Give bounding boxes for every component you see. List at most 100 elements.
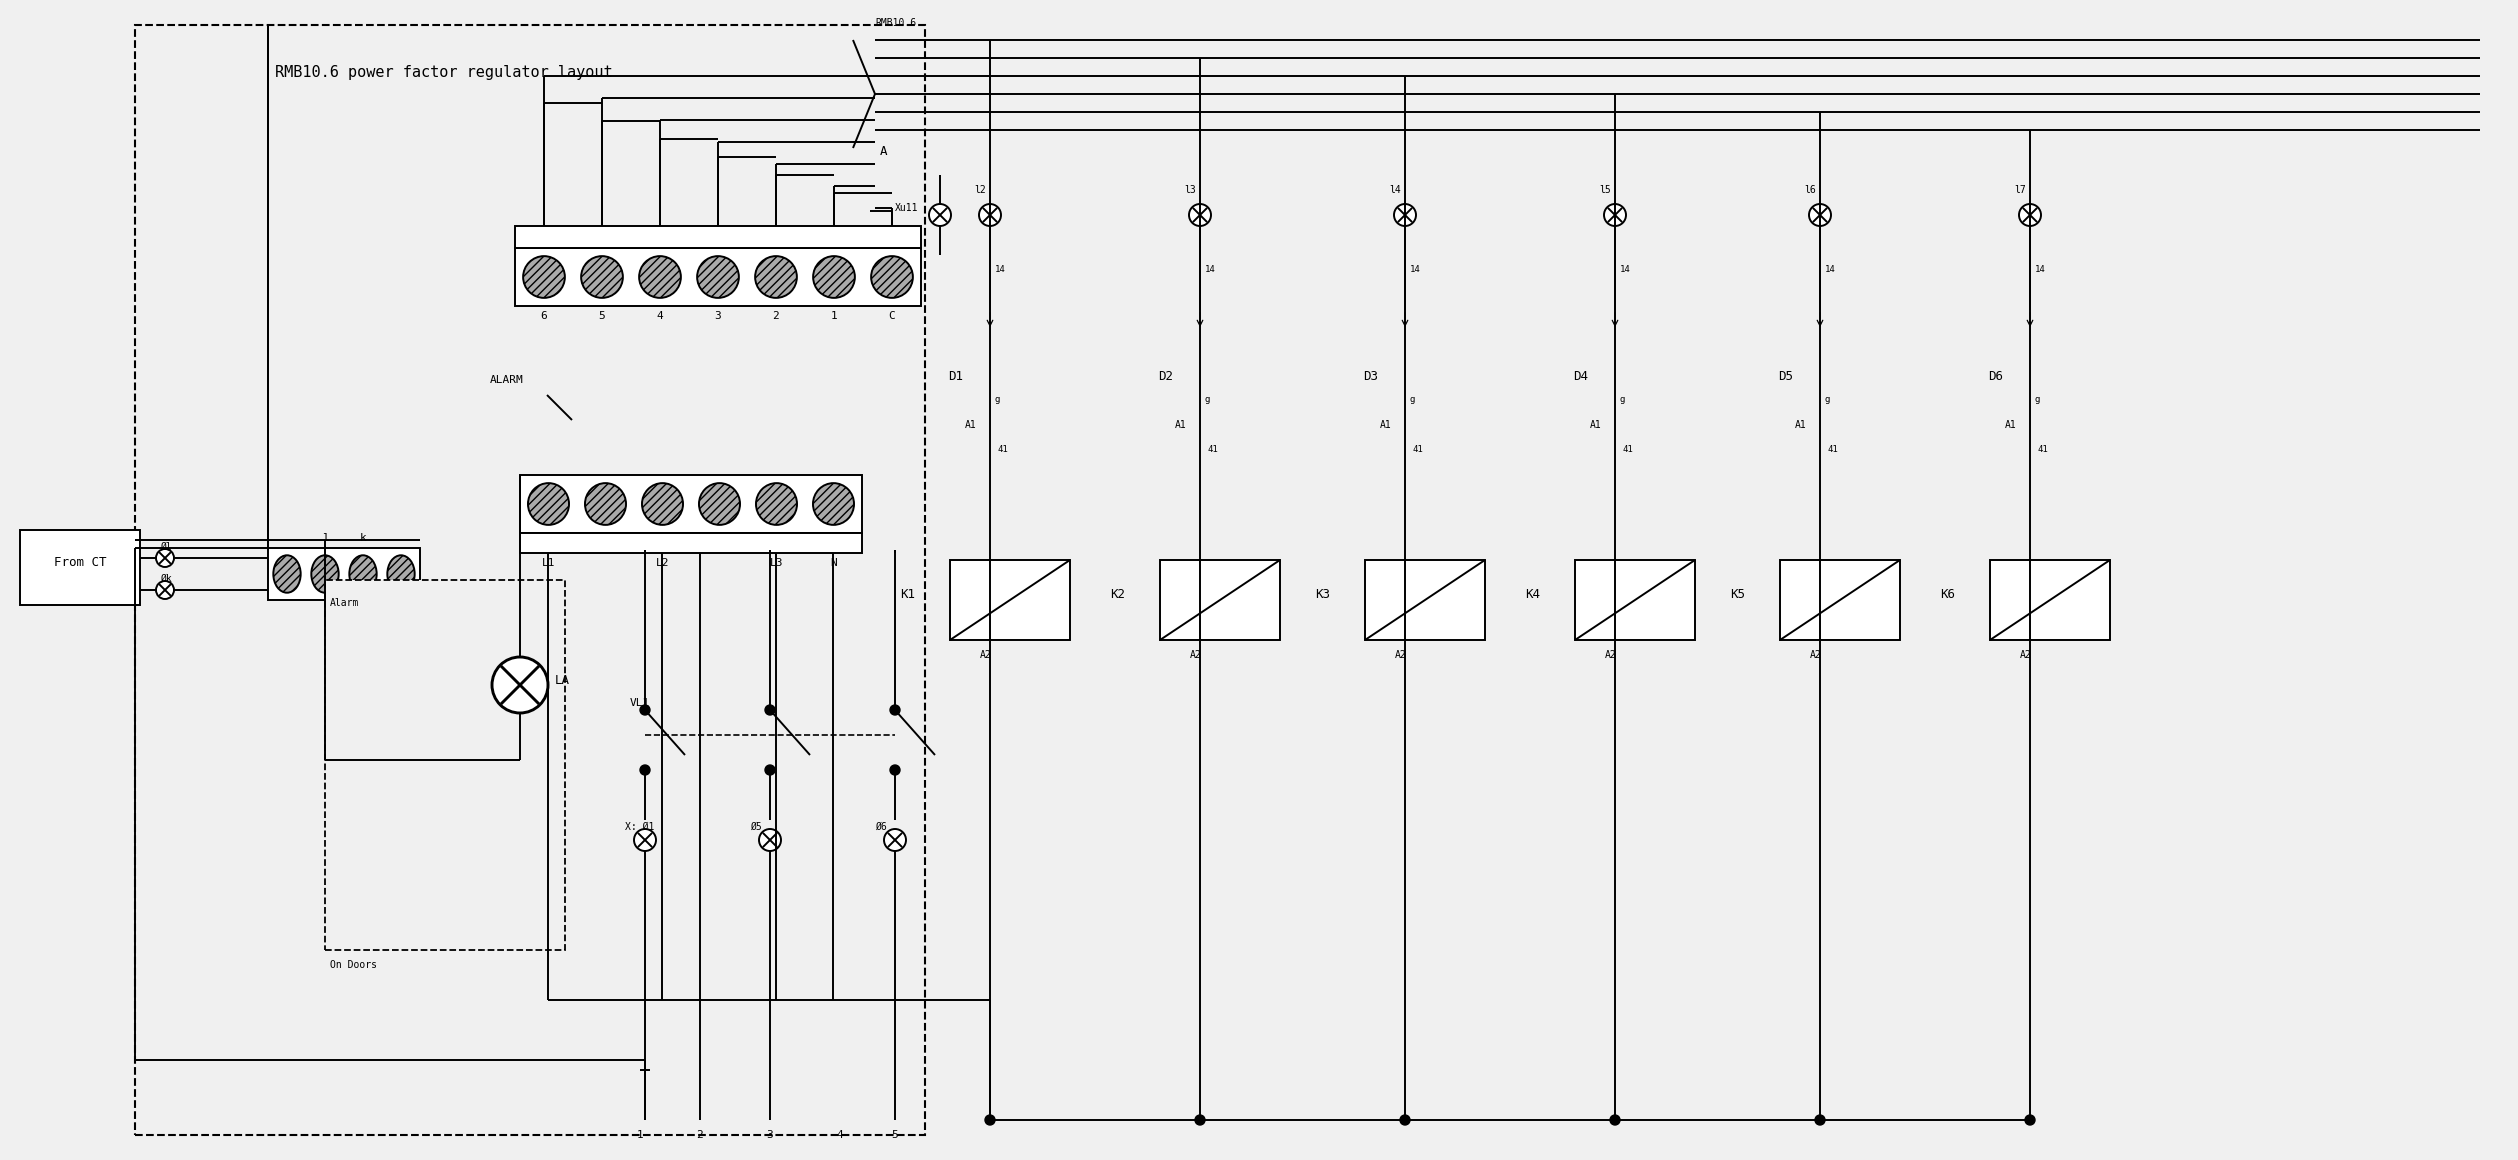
Ellipse shape — [529, 483, 569, 524]
Circle shape — [1808, 204, 1831, 226]
Text: 3: 3 — [715, 311, 720, 321]
Bar — [521, 474, 861, 532]
Text: L1: L1 — [541, 558, 556, 568]
Text: K4: K4 — [1526, 588, 1541, 602]
Text: 1: 1 — [637, 1130, 645, 1140]
Circle shape — [640, 705, 650, 715]
Text: K1: K1 — [899, 588, 914, 602]
Ellipse shape — [584, 483, 627, 524]
Text: D4: D4 — [1574, 370, 1589, 383]
Circle shape — [889, 705, 899, 715]
Bar — [1780, 560, 1901, 640]
Text: 41: 41 — [1413, 445, 1423, 454]
Bar — [516, 248, 922, 306]
Text: N: N — [831, 558, 836, 568]
Text: Ø6: Ø6 — [874, 822, 886, 832]
Text: 14: 14 — [1206, 264, 1216, 274]
Text: 14: 14 — [2035, 264, 2045, 274]
Circle shape — [1196, 1115, 1206, 1125]
Circle shape — [156, 549, 174, 567]
Circle shape — [635, 829, 657, 851]
Ellipse shape — [755, 483, 798, 524]
Bar — [1365, 560, 1486, 640]
Circle shape — [980, 204, 1002, 226]
Circle shape — [156, 581, 174, 599]
Circle shape — [758, 829, 781, 851]
Text: K5: K5 — [1730, 588, 1745, 602]
Ellipse shape — [388, 556, 415, 593]
Text: 14: 14 — [1619, 264, 1632, 274]
Text: A1: A1 — [1380, 420, 1392, 430]
Ellipse shape — [755, 256, 796, 298]
Text: 6: 6 — [541, 311, 546, 321]
Ellipse shape — [813, 256, 856, 298]
Circle shape — [1815, 1115, 1826, 1125]
Circle shape — [2024, 1115, 2035, 1125]
Text: g: g — [1410, 396, 1415, 404]
Text: l2: l2 — [974, 184, 987, 195]
Text: Øk: Øk — [161, 574, 171, 583]
Text: Alarm: Alarm — [330, 599, 360, 608]
Bar — [136, 26, 924, 1134]
Text: A2: A2 — [1395, 650, 1408, 660]
Ellipse shape — [813, 483, 854, 524]
Text: g: g — [1206, 396, 1211, 404]
Text: l5: l5 — [1599, 184, 1612, 195]
Circle shape — [889, 764, 899, 775]
Text: l7: l7 — [2014, 184, 2027, 195]
Circle shape — [2019, 204, 2042, 226]
Circle shape — [1400, 1115, 1410, 1125]
Text: LA: LA — [554, 674, 569, 687]
Text: A2: A2 — [980, 650, 992, 660]
Text: D5: D5 — [1778, 370, 1793, 383]
Text: 4: 4 — [836, 1130, 844, 1140]
Text: l3: l3 — [1183, 184, 1196, 195]
Text: g: g — [1619, 396, 1627, 404]
Text: Xu11: Xu11 — [894, 203, 919, 213]
Circle shape — [1609, 1115, 1619, 1125]
Text: 41: 41 — [1209, 445, 1219, 454]
Text: RMB10.6 power factor regulator layout: RMB10.6 power factor regulator layout — [274, 65, 612, 80]
Bar — [949, 560, 1070, 640]
Text: g: g — [1826, 396, 1831, 404]
Text: Øl: Øl — [161, 542, 171, 552]
Ellipse shape — [871, 256, 914, 298]
Bar — [521, 532, 861, 553]
Text: D3: D3 — [1362, 370, 1377, 383]
Text: 14: 14 — [1826, 264, 1836, 274]
Ellipse shape — [350, 556, 378, 593]
Text: l6: l6 — [1803, 184, 1815, 195]
Text: A: A — [879, 145, 886, 158]
Text: A1: A1 — [1176, 420, 1186, 430]
Text: 1: 1 — [831, 311, 838, 321]
Text: A2: A2 — [1191, 650, 1201, 660]
Text: 2: 2 — [697, 1130, 703, 1140]
Text: 4: 4 — [657, 311, 662, 321]
Text: K2: K2 — [1110, 588, 1126, 602]
Ellipse shape — [642, 483, 682, 524]
Text: D2: D2 — [1158, 370, 1173, 383]
Bar — [1989, 560, 2110, 640]
Text: C: C — [889, 311, 896, 321]
Text: A2: A2 — [1810, 650, 1821, 660]
Circle shape — [985, 1115, 995, 1125]
Text: VL1: VL1 — [630, 698, 650, 708]
Circle shape — [765, 705, 776, 715]
Text: D1: D1 — [947, 370, 962, 383]
Text: D6: D6 — [1989, 370, 2002, 383]
Bar — [267, 548, 421, 600]
Ellipse shape — [582, 256, 622, 298]
Text: RMB10.6: RMB10.6 — [874, 19, 917, 28]
Circle shape — [1604, 204, 1627, 226]
Text: L3: L3 — [771, 558, 783, 568]
Text: 41: 41 — [1624, 445, 1634, 454]
Circle shape — [491, 657, 549, 713]
Bar — [325, 580, 564, 950]
Text: A1: A1 — [1795, 420, 1808, 430]
Text: 14: 14 — [995, 264, 1005, 274]
Ellipse shape — [312, 556, 340, 593]
Text: l4: l4 — [1390, 184, 1400, 195]
Text: 41: 41 — [1828, 445, 1838, 454]
Ellipse shape — [697, 256, 738, 298]
Text: g: g — [2035, 396, 2040, 404]
